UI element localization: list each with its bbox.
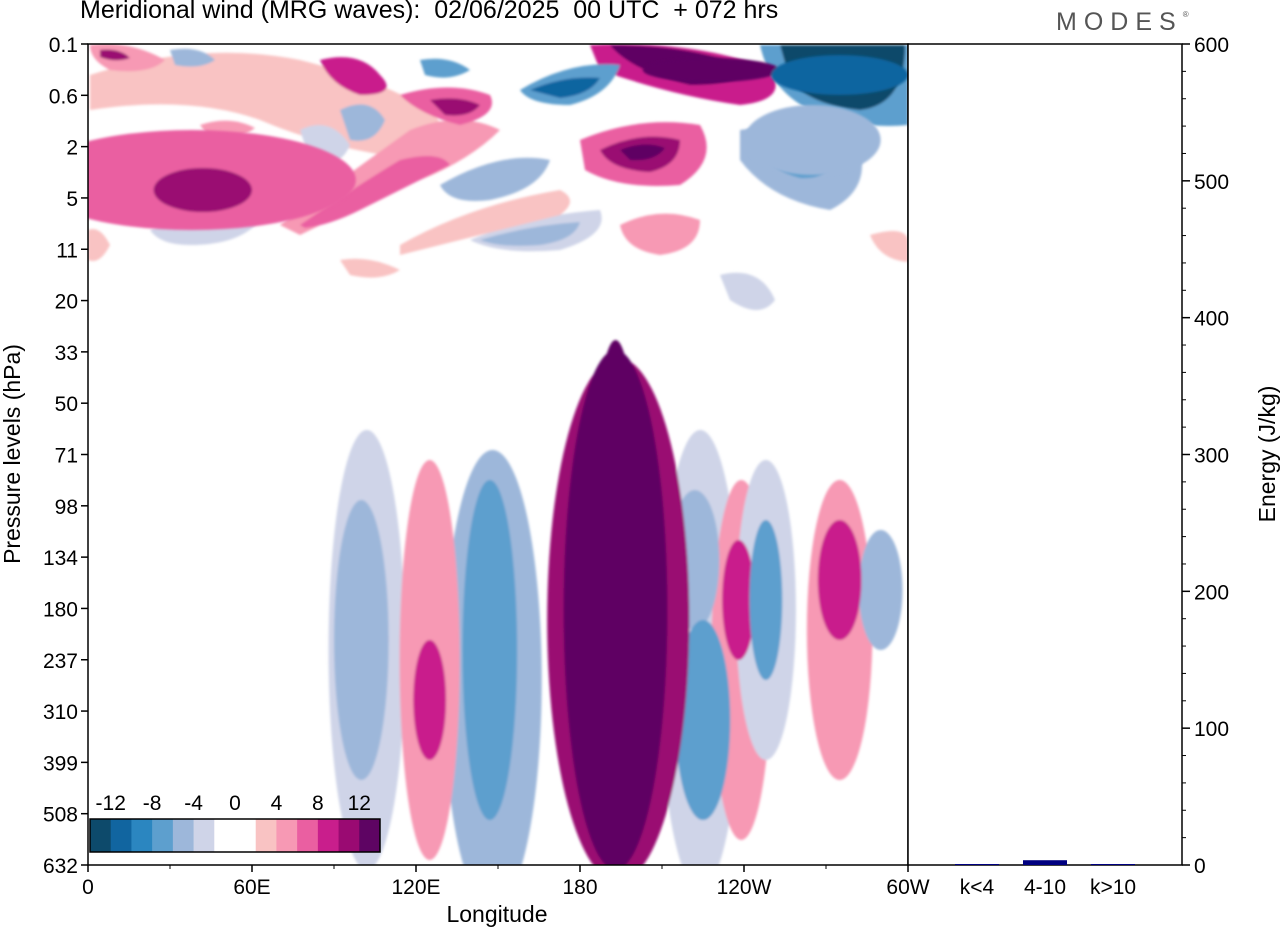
brand-logo: MODES®: [1056, 8, 1189, 37]
colorbar-label: -8: [143, 792, 162, 815]
energy-tick-label: 0: [1194, 855, 1206, 878]
pressure-tick-label: 5: [66, 188, 78, 211]
wind-anomaly-17: [817, 520, 862, 640]
longitude-tick-label: 60W: [886, 876, 929, 899]
energy-bar-1: [1023, 860, 1067, 865]
wind-anomaly-12: [462, 480, 518, 820]
colorbar-labels: -12 -8 -4 0 4 8 12: [96, 792, 371, 815]
colorbar-label: 12: [348, 792, 371, 815]
pressure-tick-label: 33: [55, 342, 78, 365]
pressure-tick-label: 508: [43, 804, 78, 827]
pressure-tick-label: 20: [55, 291, 78, 314]
wind-anomaly-14: [675, 620, 731, 820]
colorbar-label: 8: [312, 792, 324, 815]
colorbar-frame: [89, 818, 381, 853]
longitude-tick-label: 120E: [391, 876, 440, 899]
colorbar-swatch: [131, 819, 153, 852]
colorbar-swatch: [276, 819, 298, 852]
y-axis-title: Pressure levels (hPa): [0, 344, 25, 564]
energy-bar-0: [955, 864, 999, 865]
wind-anomaly-11: [744, 105, 881, 175]
energy-axis-title: Energy (J/kg): [1254, 386, 1280, 523]
energy-tick-label: 400: [1194, 308, 1229, 331]
pressure-tick-label: 2: [66, 137, 78, 160]
wind-anomaly-21: [642, 58, 780, 82]
energy-bars: [955, 860, 1135, 865]
wind-anomaly-7: [858, 530, 903, 650]
wind-anomaly-19: [153, 168, 252, 212]
colorbar-swatch: [110, 819, 132, 852]
colorbar-label: 4: [271, 792, 283, 815]
longitude-tick-label: 0: [82, 876, 94, 899]
pressure-tick-label: 399: [43, 752, 78, 775]
energy-axis: 0 100 200 300 400 500 600: [1182, 34, 1229, 878]
longitude-tick-label: 60E: [233, 876, 270, 899]
pressure-tick-label: 180: [43, 598, 78, 621]
colorbar-swatch: [297, 819, 319, 852]
wind-anomaly-8: [334, 500, 389, 780]
pressure-tick-label: 50: [55, 393, 78, 416]
colorbar-swatch: [317, 819, 340, 852]
wind-anomaly-22: [771, 55, 908, 95]
pressure-tick-label: 134: [43, 547, 78, 570]
energy-tick-label: 200: [1194, 581, 1229, 604]
colorbar-label: 0: [229, 792, 241, 815]
chart-title: Meridional wind (MRG waves): 02/06/2025 …: [80, 0, 779, 24]
x-axis-title: Longitude: [446, 901, 547, 927]
pressure-tick-label: 0.6: [49, 85, 78, 108]
colorbar: [89, 818, 381, 853]
colorbar-label: -4: [184, 792, 203, 815]
colorbar-swatch: [172, 819, 195, 852]
bar-category-label: 4-10: [1024, 876, 1066, 899]
bar-category-labels: k<4 4-10 k>10: [960, 876, 1136, 899]
wind-anomaly-23: [588, 340, 643, 860]
brand-text: MODES: [1056, 8, 1183, 36]
energy-tick-label: 100: [1194, 718, 1229, 741]
pressure-tick-label: 98: [55, 496, 78, 519]
energy-bar-2: [1091, 864, 1135, 865]
wind-anomaly-13: [413, 640, 447, 760]
pressure-axis: 0.1 0.6 2 5 11 20 33 50 71 98 134 180 237 310 399 508 63…: [43, 34, 88, 878]
colorbar-swatch: [214, 819, 236, 852]
pressure-tick-label: 0.1: [49, 34, 78, 57]
pressure-tick-label: 11: [56, 239, 78, 262]
lower-level-shading: [88, 55, 908, 865]
longitude-tick-label: 180: [562, 876, 597, 899]
colorbar-swatch: [255, 819, 277, 852]
energy-tick-label: 500: [1194, 171, 1229, 194]
colorbar-swatch: [90, 819, 112, 852]
pressure-tick-label: 71: [55, 445, 78, 468]
wind-anomaly-16: [749, 520, 783, 680]
bar-category-label: k>10: [1090, 876, 1136, 899]
colorbar-swatch: [338, 819, 360, 852]
colorbar-swatch: [235, 819, 257, 852]
longitude-axis: 0 60E 120E 180 120W 60W: [82, 865, 930, 899]
longitude-tick-label: 120W: [717, 876, 772, 899]
bar-category-label: k<4: [960, 876, 995, 899]
colorbar-swatch: [152, 819, 174, 852]
colorbar-swatch: [193, 819, 215, 852]
energy-tick-label: 600: [1194, 34, 1229, 57]
wind-anomaly-15: [722, 540, 755, 660]
energy-tick-label: 300: [1194, 445, 1229, 468]
pressure-tick-label: 632: [43, 855, 78, 878]
colorbar-label: -12: [96, 792, 126, 815]
energy-bar-panel: [907, 43, 1183, 866]
heatmap-panel: [87, 43, 909, 866]
brand-mark: ®: [1182, 10, 1189, 19]
pressure-tick-label: 310: [43, 701, 78, 724]
pressure-tick-label: 237: [43, 650, 78, 673]
colorbar-swatch: [359, 819, 381, 852]
